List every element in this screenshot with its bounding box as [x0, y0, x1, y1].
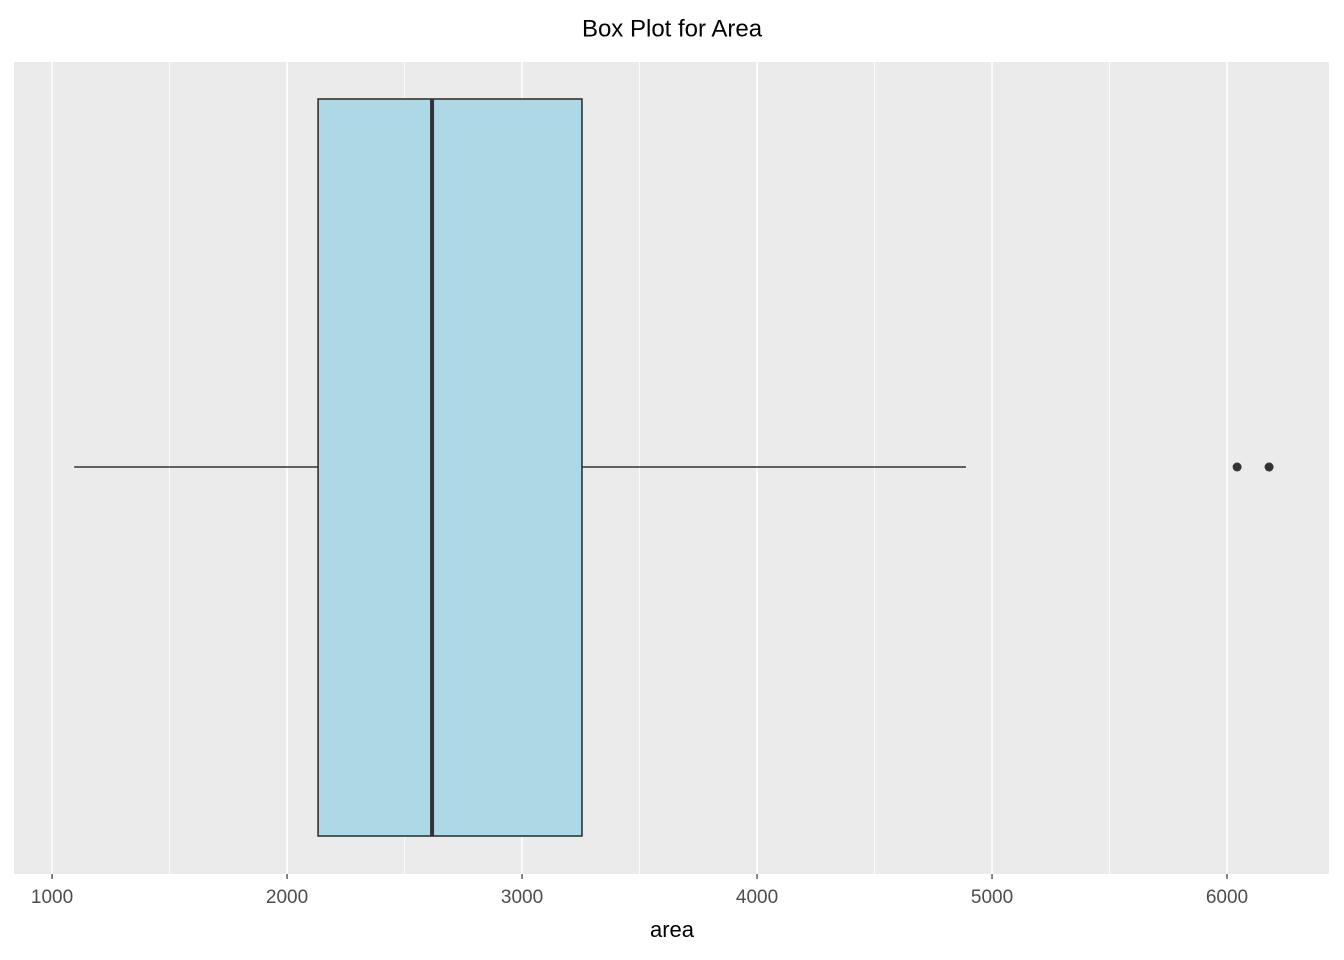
box [317, 98, 583, 837]
x-tick-label: 4000 [736, 887, 778, 908]
x-tick-label: 1000 [31, 887, 73, 908]
panel [14, 62, 1329, 874]
chart-title: Box Plot for Area [582, 15, 763, 42]
outlier [1264, 462, 1274, 472]
outlier [1232, 462, 1242, 472]
x-tick-label: 2000 [266, 887, 308, 908]
x-tick-label: 3000 [501, 887, 543, 908]
x-tick-label: 5000 [971, 887, 1013, 908]
x-tick-label: 6000 [1206, 887, 1248, 908]
x-axis-label: area [650, 917, 695, 942]
